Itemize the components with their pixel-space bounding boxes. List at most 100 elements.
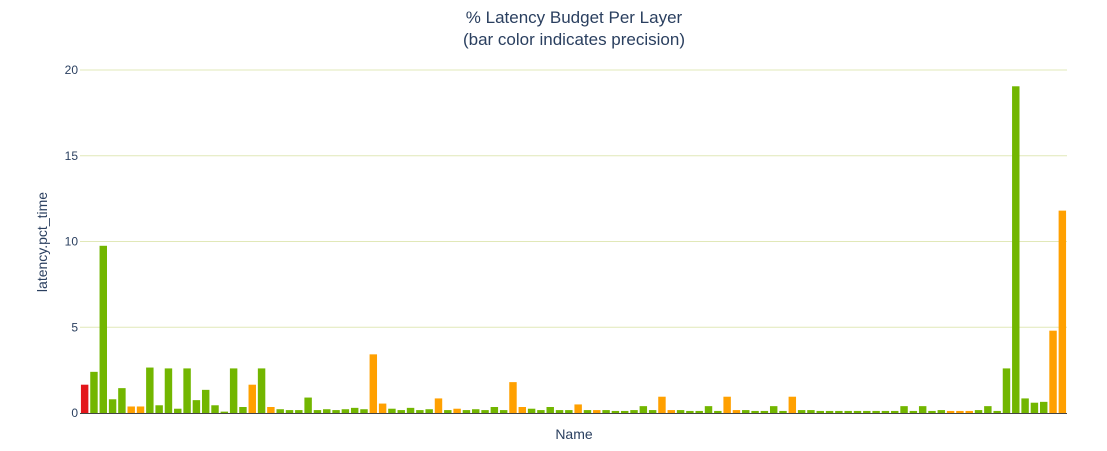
- bar[interactable]: [574, 404, 582, 413]
- bar[interactable]: [313, 410, 322, 413]
- bar[interactable]: [257, 368, 266, 413]
- bar[interactable]: [946, 410, 955, 413]
- bar[interactable]: [779, 410, 787, 413]
- bar[interactable]: [462, 410, 471, 413]
- bar[interactable]: [146, 367, 154, 413]
- bar[interactable]: [425, 409, 433, 413]
- bar[interactable]: [90, 371, 98, 413]
- bar[interactable]: [285, 410, 294, 413]
- bar[interactable]: [593, 410, 601, 413]
- bar[interactable]: [984, 406, 992, 413]
- bar[interactable]: [909, 410, 918, 413]
- bar[interactable]: [788, 396, 797, 413]
- bar[interactable]: [248, 384, 256, 413]
- bar[interactable]: [323, 409, 331, 413]
- bar[interactable]: [1021, 398, 1029, 413]
- bar[interactable]: [546, 407, 554, 413]
- bar[interactable]: [118, 388, 126, 413]
- bar[interactable]: [276, 409, 284, 413]
- bar[interactable]: [490, 407, 499, 413]
- bar[interactable]: [332, 410, 340, 413]
- bar[interactable]: [378, 403, 387, 413]
- bar[interactable]: [723, 396, 731, 413]
- bar[interactable]: [891, 410, 899, 413]
- bar[interactable]: [472, 409, 480, 413]
- bar[interactable]: [816, 410, 824, 413]
- bar[interactable]: [453, 408, 461, 413]
- bar[interactable]: [481, 410, 489, 413]
- bar[interactable]: [620, 410, 629, 413]
- bar[interactable]: [918, 406, 927, 413]
- bar[interactable]: [630, 410, 638, 413]
- bar[interactable]: [406, 407, 415, 413]
- bar[interactable]: [676, 410, 685, 413]
- bar[interactable]: [527, 408, 536, 413]
- bar[interactable]: [164, 368, 173, 413]
- bar[interactable]: [583, 410, 592, 413]
- bar[interactable]: [192, 400, 201, 413]
- bar[interactable]: [797, 410, 806, 413]
- bar[interactable]: [667, 410, 675, 413]
- bar[interactable]: [239, 407, 247, 413]
- bar[interactable]: [267, 407, 275, 413]
- bar[interactable]: [1002, 368, 1011, 413]
- bar[interactable]: [136, 406, 145, 413]
- bar[interactable]: [937, 410, 946, 413]
- bar[interactable]: [648, 410, 657, 413]
- bar[interactable]: [835, 410, 843, 413]
- bar[interactable]: [80, 384, 89, 413]
- bar[interactable]: [350, 407, 359, 413]
- bar[interactable]: [341, 409, 350, 413]
- bar[interactable]: [704, 406, 713, 413]
- bar[interactable]: [1030, 402, 1039, 413]
- bar[interactable]: [844, 410, 852, 413]
- bar[interactable]: [602, 410, 610, 413]
- bar[interactable]: [863, 410, 871, 413]
- bar[interactable]: [760, 410, 769, 413]
- bar[interactable]: [444, 410, 452, 413]
- bar[interactable]: [695, 410, 703, 413]
- bar[interactable]: [1040, 401, 1048, 413]
- bar[interactable]: [974, 410, 983, 413]
- bar[interactable]: [825, 410, 834, 413]
- bar[interactable]: [872, 410, 880, 413]
- bar[interactable]: [751, 410, 759, 413]
- bar[interactable]: [639, 406, 648, 413]
- bar[interactable]: [174, 408, 182, 413]
- bar[interactable]: [229, 368, 238, 413]
- bar[interactable]: [201, 389, 210, 413]
- bar[interactable]: [388, 408, 396, 413]
- bar[interactable]: [518, 407, 527, 413]
- bar[interactable]: [304, 397, 312, 413]
- bar[interactable]: [155, 405, 163, 413]
- bar[interactable]: [108, 399, 117, 413]
- bar[interactable]: [509, 382, 517, 413]
- bar[interactable]: [965, 410, 973, 413]
- bar[interactable]: [853, 410, 862, 413]
- bar[interactable]: [900, 406, 908, 413]
- bar[interactable]: [183, 368, 191, 413]
- bar[interactable]: [714, 410, 722, 413]
- bar[interactable]: [397, 410, 405, 413]
- bar[interactable]: [658, 396, 666, 413]
- bar[interactable]: [881, 410, 890, 413]
- bar[interactable]: [295, 410, 303, 413]
- bar[interactable]: [928, 410, 936, 413]
- bar[interactable]: [369, 354, 378, 413]
- bar[interactable]: [555, 410, 564, 413]
- bar[interactable]: [686, 410, 694, 413]
- bar[interactable]: [416, 410, 424, 413]
- bar[interactable]: [611, 410, 620, 413]
- bar[interactable]: [360, 409, 368, 413]
- bar[interactable]: [211, 405, 219, 413]
- bar[interactable]: [732, 410, 741, 413]
- bar[interactable]: [1012, 86, 1020, 413]
- bar[interactable]: [1049, 330, 1057, 413]
- bar[interactable]: [956, 410, 964, 413]
- bar[interactable]: [769, 406, 778, 413]
- bar[interactable]: [127, 406, 135, 413]
- bar[interactable]: [1058, 210, 1067, 413]
- bar[interactable]: [742, 410, 750, 413]
- bar[interactable]: [807, 410, 815, 413]
- bar[interactable]: [499, 410, 508, 413]
